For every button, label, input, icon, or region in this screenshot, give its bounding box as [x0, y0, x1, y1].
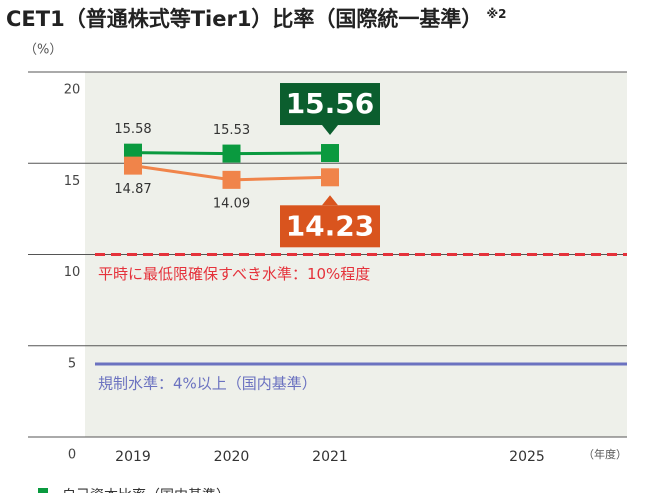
callout-label: 15.56 [286, 87, 375, 120]
title-note: ※2 [486, 7, 506, 21]
callout-label: 14.23 [286, 209, 375, 242]
data-point [222, 144, 241, 163]
data-point [321, 144, 339, 163]
x-tick-label: 2020 [214, 449, 250, 465]
chart-title: CET1（普通株式等Tier1）比率（国際統一基準） ※2 [6, 7, 506, 32]
reference-label: 平時に最低限確保すべき水準：10%程度 [98, 265, 370, 283]
reference-label: 規制水準：4%以上（国内基準） [98, 375, 317, 393]
x-unit: （年度） [583, 447, 627, 461]
data-label: 14.87 [114, 182, 151, 197]
x-tick-label: 2021 [312, 449, 348, 465]
y-tick-label: 10 [64, 265, 81, 280]
y-tick-label: 15 [64, 174, 81, 189]
data-point [321, 168, 339, 187]
x-tick-label: 2019 [115, 449, 151, 465]
legend-label: 自己資本比率（国内基準） [62, 487, 230, 493]
y-tick-label: 20 [64, 83, 81, 98]
callout-pointer [322, 195, 338, 206]
callout-box [280, 83, 380, 126]
title-text: CET1（普通株式等Tier1）比率（国際統一基準） [6, 7, 482, 31]
data-label: 15.53 [213, 123, 250, 138]
legend-swatch [38, 488, 48, 493]
y-tick-label: 5 [68, 356, 76, 371]
data-label: 15.58 [114, 122, 151, 137]
data-label: 14.09 [213, 196, 250, 211]
data-point [222, 170, 241, 189]
callout-box [280, 205, 380, 248]
x-tick-label: 2025 [509, 449, 545, 465]
callout-pointer [322, 125, 338, 136]
data-point [124, 156, 142, 175]
y-unit: （%） [24, 43, 62, 58]
y-tick-label: 0 [68, 448, 76, 463]
